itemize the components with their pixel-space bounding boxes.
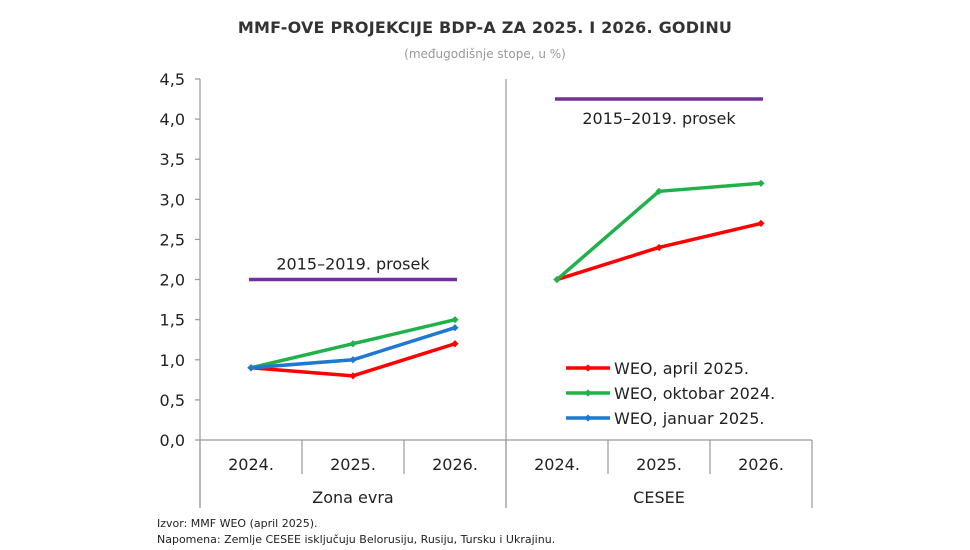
y-tick-label: 0,5 — [160, 391, 185, 410]
y-tick-label: 4,5 — [160, 70, 185, 89]
y-tick-label: 4,0 — [160, 110, 185, 129]
x-category-label: 2025. — [330, 455, 376, 474]
average-label: 2015–2019. prosek — [582, 109, 736, 128]
x-category-label: 2024. — [228, 455, 274, 474]
data-point — [655, 187, 663, 195]
source-note: Izvor: MMF WEO (april 2025). — [157, 517, 318, 530]
legend-swatch-marker — [584, 389, 592, 397]
legend-label: WEO, oktobar 2024. — [614, 384, 775, 403]
chart-subtitle: (međugodišnje stope, u %) — [404, 47, 566, 61]
average-label: 2015–2019. prosek — [276, 255, 430, 274]
x-category-label: 2025. — [636, 455, 682, 474]
average-lines — [249, 97, 763, 282]
data-point — [553, 275, 561, 284]
series-lines — [247, 179, 765, 380]
x-category-label: 2026. — [432, 455, 478, 474]
y-tick-label: 3,0 — [160, 190, 185, 209]
chart-legend: WEO, april 2025. WEO, oktobar 2024. WEO, j… — [566, 359, 775, 428]
x-group-label: CESEE — [633, 488, 685, 507]
chart-title: MMF-OVE PROJEKCIJE BDP-A ZA 2025. I 2026… — [237, 18, 733, 37]
napomena-note: Napomena: Zemlje CESEE isključuju Beloru… — [157, 533, 556, 546]
y-tick-label: 1,5 — [160, 311, 185, 330]
data-point — [655, 243, 663, 252]
data-point — [451, 316, 459, 324]
y-tick-label: 2,0 — [160, 271, 185, 290]
y-tick-label: 2,5 — [160, 230, 185, 249]
chart-labels: 0,0 0,5 1,0 1,5 2,0 2,5 3,0 3,5 4,0 4,5 2024. 2025.… — [160, 70, 784, 507]
data-point — [757, 219, 765, 227]
legend-label: WEO, april 2025. — [614, 359, 749, 378]
y-tick-label: 3,5 — [160, 150, 185, 169]
data-point — [451, 340, 459, 348]
legend-swatch-marker — [584, 414, 592, 422]
y-tick-label: 1,0 — [160, 351, 185, 370]
chart-axes — [195, 78, 813, 508]
x-category-label: 2024. — [534, 455, 580, 474]
x-group-label: Zona evra — [312, 488, 393, 507]
y-tick-label: 0,0 — [160, 431, 185, 450]
data-point — [349, 372, 357, 380]
data-point — [349, 356, 357, 364]
data-point — [451, 324, 459, 332]
data-point — [349, 340, 357, 348]
data-point — [757, 179, 765, 187]
x-category-label: 2026. — [738, 455, 784, 474]
legend-swatch-marker — [584, 364, 592, 372]
legend-label: WEO, januar 2025. — [614, 409, 765, 428]
data-point — [247, 364, 255, 372]
